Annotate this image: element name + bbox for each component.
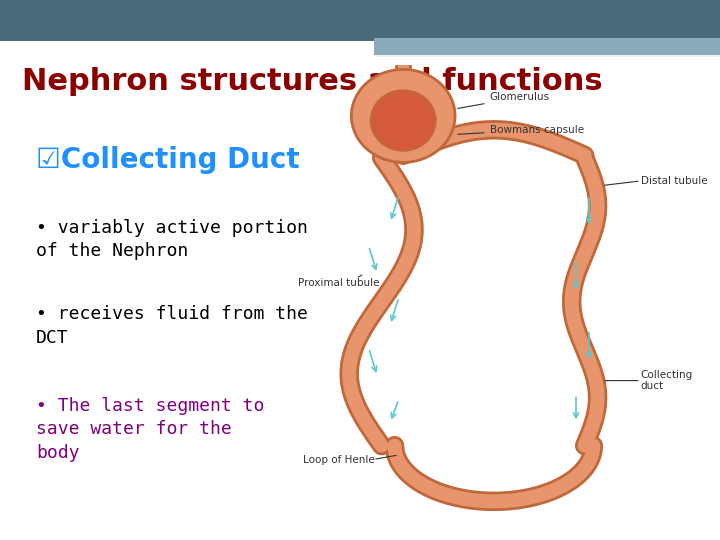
Text: Distal tubule: Distal tubule [641,176,708,186]
Ellipse shape [351,70,455,163]
FancyBboxPatch shape [0,0,720,40]
FancyBboxPatch shape [374,38,720,57]
Text: • The last segment to
save water for the
body: • The last segment to save water for the… [36,397,264,462]
Text: Loop of Henle: Loop of Henle [302,455,374,464]
Text: Collecting
duct: Collecting duct [641,370,693,392]
Text: Nephron structures and functions: Nephron structures and functions [22,68,602,97]
Text: • variably active portion
of the Nephron: • variably active portion of the Nephron [36,219,308,260]
Text: Glomerulus: Glomerulus [458,92,550,109]
Ellipse shape [371,90,436,151]
Text: • receives fluid from the
DCT: • receives fluid from the DCT [36,305,308,347]
Text: ☑Collecting Duct: ☑Collecting Duct [36,146,300,174]
Text: Proximal tubule: Proximal tubule [297,278,379,288]
Text: Bowmans capsule: Bowmans capsule [458,125,584,135]
